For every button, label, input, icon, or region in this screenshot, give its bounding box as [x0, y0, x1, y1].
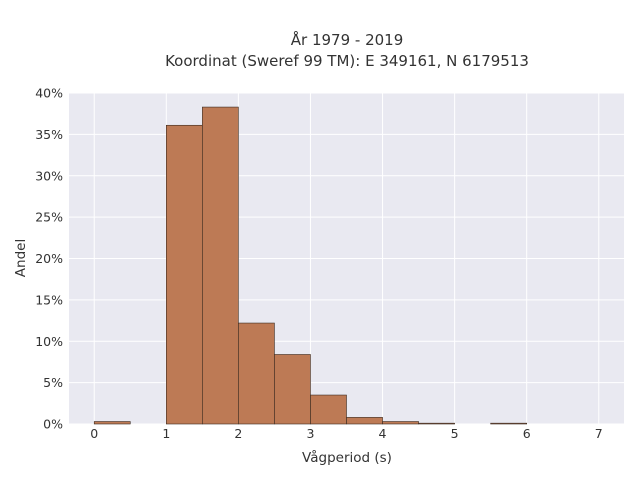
- histogram-bar: [274, 354, 311, 425]
- x-tick-label: 2: [234, 426, 242, 441]
- x-tick-label: 4: [379, 426, 387, 441]
- y-tick-label: 30%: [35, 168, 63, 183]
- y-tick-label: 15%: [35, 292, 63, 307]
- histogram-bar: [418, 422, 455, 425]
- y-tick-label: 0%: [43, 417, 63, 432]
- y-tick-label: 20%: [35, 251, 63, 266]
- y-axis-label: Andel: [13, 239, 29, 277]
- bars: [93, 106, 527, 425]
- histogram-bar: [93, 421, 131, 425]
- histogram-bar: [166, 124, 203, 425]
- y-axis-ticks: 0% 5% 10% 15% 20% 25% 30% 35% 40%: [35, 86, 63, 432]
- histogram-bar: [238, 322, 275, 425]
- x-tick-label: 0: [90, 426, 98, 441]
- chart-title-line1: År 1979 - 2019: [291, 30, 404, 49]
- x-tick-label: 3: [306, 426, 314, 441]
- y-tick-label: 35%: [35, 127, 63, 142]
- histogram-bar: [310, 394, 347, 425]
- y-tick-label: 10%: [35, 334, 63, 349]
- x-tick-label: 1: [162, 426, 170, 441]
- y-tick-label: 5%: [43, 375, 63, 390]
- histogram-bar: [346, 417, 383, 425]
- x-tick-label: 5: [451, 426, 459, 441]
- x-axis-label: Vågperiod (s): [302, 449, 392, 466]
- histogram-bar: [382, 421, 419, 425]
- x-tick-label: 7: [595, 426, 603, 441]
- histogram-bar: [202, 106, 239, 425]
- histogram-bar: [490, 422, 527, 425]
- y-tick-label: 40%: [35, 86, 63, 101]
- x-axis-ticks: 0 1 2 3 4 5 6 7: [90, 426, 602, 441]
- x-tick-label: 6: [523, 426, 531, 441]
- y-tick-label: 25%: [35, 210, 63, 225]
- chart-title-line2: Koordinat (Sweref 99 TM): E 349161, N 61…: [165, 52, 529, 70]
